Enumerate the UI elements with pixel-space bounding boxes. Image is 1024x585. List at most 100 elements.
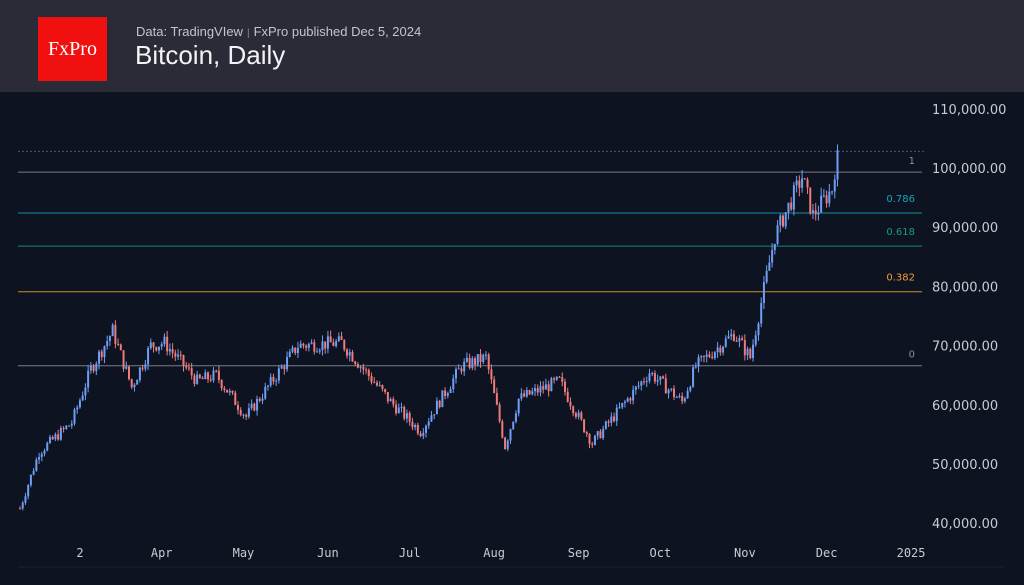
candle-body	[95, 363, 98, 372]
candle-body	[811, 210, 814, 214]
y-tick-label: 90,000.00	[932, 221, 998, 236]
candle-body	[266, 385, 269, 387]
candle-body	[531, 391, 534, 395]
candle-body	[553, 378, 556, 380]
price-chart: 1 0.786 0.618 0.382 0 110,000.00 100,000.00 90…	[18, 103, 1006, 568]
candle-body	[648, 373, 651, 382]
candle-body	[501, 421, 504, 438]
candle-body	[46, 442, 49, 451]
candle-body	[411, 421, 414, 428]
candle-body	[367, 369, 370, 377]
candle-body	[465, 357, 468, 362]
candle-body	[787, 202, 790, 213]
candle-body	[250, 403, 253, 409]
candle-body	[384, 389, 387, 392]
candle-body	[484, 354, 487, 356]
candle-body	[561, 377, 564, 382]
candle-body	[147, 348, 150, 365]
candle-body	[19, 508, 21, 510]
candle-body	[24, 496, 27, 503]
x-tick-label: 2	[76, 546, 83, 560]
candle-body	[782, 215, 784, 227]
candle-body	[294, 347, 297, 354]
candle-body	[400, 406, 403, 408]
candle-body	[264, 386, 267, 399]
candle-body	[48, 436, 51, 443]
candle-body	[138, 367, 141, 381]
y-tick-label: 60,000.00	[932, 399, 998, 414]
candle-body	[403, 406, 406, 419]
candle-body	[179, 354, 182, 356]
candle-body	[291, 347, 294, 352]
x-tick-label: Nov	[734, 546, 756, 560]
candle-body	[678, 396, 681, 398]
candle-body	[716, 347, 719, 353]
candle-body	[732, 334, 735, 341]
candle-body	[509, 429, 512, 441]
candle-body	[370, 376, 373, 383]
candle-body	[771, 250, 774, 263]
x-tick-label: Aug	[483, 546, 505, 560]
candle-body	[514, 413, 517, 422]
candle-body	[637, 385, 640, 387]
candle-body	[103, 346, 106, 358]
candle-body	[523, 393, 526, 397]
x-tick-label: 2025	[897, 546, 926, 560]
candle-body	[54, 434, 57, 440]
candle-body	[803, 178, 806, 180]
candle-body	[476, 354, 479, 365]
candle-body	[700, 355, 703, 358]
candle-body	[836, 150, 839, 180]
candle-body	[662, 376, 665, 379]
candle-body	[397, 407, 400, 414]
candle-body	[157, 346, 160, 351]
y-tick-label: 70,000.00	[932, 340, 998, 355]
candle-body	[604, 421, 607, 429]
candle-body	[615, 407, 618, 422]
candle-body	[310, 342, 313, 344]
candle-body	[427, 421, 430, 426]
candle-body	[743, 340, 746, 356]
candle-body	[583, 419, 586, 433]
candle-body	[106, 341, 109, 347]
candle-body	[449, 389, 452, 393]
candle-body	[286, 357, 289, 370]
candle-body	[441, 390, 444, 408]
candle-body	[324, 341, 327, 349]
data-source: Data: TradingVIew	[136, 24, 243, 39]
candle-body	[577, 412, 580, 417]
candle-body	[809, 187, 812, 214]
candle-body	[673, 388, 675, 398]
y-tick-label: 80,000.00	[932, 280, 998, 295]
candle-body	[585, 432, 588, 435]
candle-body	[228, 390, 231, 393]
candle-body	[73, 409, 76, 424]
candles	[19, 144, 839, 511]
candle-body	[40, 453, 43, 458]
candle-body	[569, 401, 572, 407]
candle-body	[78, 400, 81, 408]
candle-body	[831, 191, 834, 193]
candle-body	[525, 390, 528, 397]
candle-body	[681, 396, 684, 402]
candle-body	[354, 361, 357, 365]
candle-body	[27, 485, 30, 497]
candle-body	[316, 351, 319, 353]
candle-body	[574, 413, 577, 417]
candle-body	[416, 425, 419, 434]
candle-body	[166, 336, 169, 352]
candle-body	[460, 368, 463, 372]
candle-body	[773, 243, 776, 251]
candle-body	[512, 421, 515, 430]
candle-body	[593, 435, 596, 445]
candle-body	[174, 352, 177, 357]
x-tick-label: Sep	[568, 546, 590, 560]
candle-body	[640, 381, 643, 386]
y-tick-label: 100,000.00	[932, 162, 1006, 177]
candle-body	[405, 413, 408, 419]
candle-body	[256, 398, 259, 411]
candle-body	[136, 380, 139, 385]
candle-body	[806, 179, 809, 188]
candle-body	[223, 388, 226, 390]
candle-body	[708, 354, 711, 357]
